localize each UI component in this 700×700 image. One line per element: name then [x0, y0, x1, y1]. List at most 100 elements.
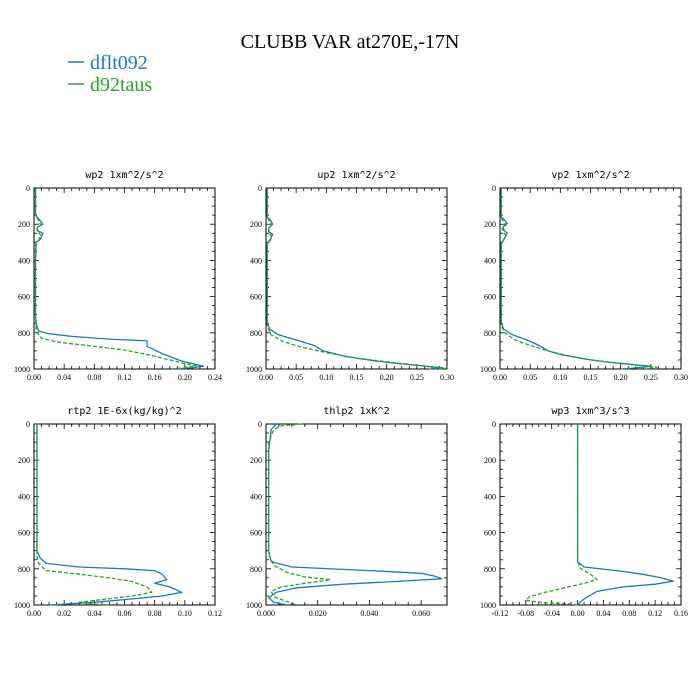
panel-title: thlp2 1xK^2: [323, 406, 389, 417]
y-tick-label: 0: [26, 420, 30, 429]
panel-5: wp3 1xm^3/s^3 -0.12 -0.08 -0.04 0.00 0.04 0.08…: [480, 406, 688, 618]
x-tick-label: 0.040: [360, 609, 378, 618]
x-tick-label: 0.12: [648, 609, 662, 618]
series-line-dflt092: [500, 188, 652, 370]
panel-3: rtp2 1E-6x(kg/kg)^2 0.00 0.02 0.04 0.06 0.08 0…: [14, 406, 222, 618]
plot-frame: [499, 423, 682, 606]
y-tick-label: 1000: [246, 601, 262, 610]
y-tick-label: 200: [250, 456, 262, 465]
y-tick-label: 0: [26, 184, 30, 193]
panel-title: up2 1xm^2/s^2: [317, 170, 395, 181]
x-tick-label: 0.16: [148, 373, 162, 382]
x-tick-label: -0.04: [543, 609, 560, 618]
panel-title: rtp2 1E-6x(kg/kg)^2: [67, 406, 181, 417]
x-tick-label: 0.02: [57, 609, 71, 618]
y-tick-label: 800: [484, 565, 496, 574]
plot-frame: [265, 423, 448, 606]
x-tick-label: 0.15: [350, 373, 364, 382]
x-tick-label: 0.12: [118, 373, 132, 382]
y-tick-label: 400: [18, 492, 30, 501]
y-tick-label: 600: [484, 293, 496, 302]
x-tick-label: 0.16: [674, 609, 688, 618]
y-tick-label: 1000: [480, 601, 496, 610]
y-tick-label: 1000: [480, 365, 496, 374]
y-tick-label: 600: [18, 529, 30, 538]
x-tick-label: 0.06: [118, 609, 132, 618]
panels: wp2 1xm^2/s^2 0.00 0.04 0.08 0.12 0.16 0.20 0.2…: [14, 170, 688, 618]
legend-label-dflt092: dflt092: [90, 52, 148, 74]
x-tick-label: 0.25: [644, 373, 658, 382]
y-tick-label: 200: [484, 456, 496, 465]
y-tick-label: 800: [18, 565, 30, 574]
y-tick-label: 1000: [246, 365, 262, 374]
series-line-d92taus: [500, 188, 658, 370]
series-line-d92taus: [267, 423, 332, 606]
x-tick-label: 0.10: [319, 373, 333, 382]
x-tick-label: 0.04: [87, 609, 101, 618]
plot-frame: [499, 187, 682, 370]
x-tick-label: 0.00: [27, 373, 41, 382]
panel-title: wp2 1xm^2/s^2: [85, 170, 163, 181]
x-tick-label: 0.20: [380, 373, 394, 382]
x-tick-label: 0.30: [440, 373, 454, 382]
panel-0: wp2 1xm^2/s^2 0.00 0.04 0.08 0.12 0.16 0.20 0.2…: [14, 170, 222, 382]
x-tick-label: 0.30: [674, 373, 688, 382]
x-tick-label: -0.08: [518, 609, 535, 618]
y-tick-label: 0: [492, 184, 496, 193]
x-tick-label: -0.12: [492, 609, 509, 618]
x-tick-label: 0.05: [289, 373, 303, 382]
panel-2: vp2 1xm^2/s^2 0.00 0.05 0.10 0.15 0.20 0.25 0.3…: [480, 170, 688, 382]
figure-title: CLUBB VAR at270E,-17N: [241, 31, 460, 53]
series-line-dflt092: [267, 423, 443, 606]
x-tick-label: 0.00: [571, 609, 585, 618]
y-tick-label: 800: [250, 329, 262, 338]
y-tick-label: 600: [18, 293, 30, 302]
x-tick-label: 0.20: [178, 373, 192, 382]
panel-title: wp3 1xm^3/s^3: [551, 406, 629, 417]
x-tick-label: 0.08: [87, 373, 101, 382]
x-tick-label: 0.000: [257, 609, 275, 618]
x-tick-label: 0.15: [584, 373, 598, 382]
plot-frame: [265, 187, 448, 370]
series-line-dflt092: [36, 424, 183, 606]
y-tick-label: 800: [250, 565, 262, 574]
legend: dflt092 d92taus: [68, 52, 152, 96]
x-tick-label: 0.08: [148, 609, 162, 618]
x-tick-label: 0.00: [27, 609, 41, 618]
y-tick-label: 800: [18, 329, 30, 338]
series-line-d92taus: [36, 424, 153, 606]
series-line-d92taus: [525, 424, 598, 606]
x-tick-label: 0.10: [553, 373, 567, 382]
series-line-d92taus: [34, 188, 197, 370]
x-tick-label: 0.060: [412, 609, 430, 618]
y-tick-label: 800: [484, 329, 496, 338]
y-tick-label: 200: [18, 220, 30, 229]
series-line-dflt092: [576, 424, 674, 606]
y-tick-label: 1000: [14, 601, 30, 610]
y-tick-label: 400: [250, 256, 262, 265]
y-tick-label: 0: [258, 420, 262, 429]
x-tick-label: 0.04: [596, 609, 610, 618]
x-tick-label: 0.24: [208, 373, 222, 382]
series-line-dflt092: [34, 188, 205, 370]
legend-label-d92taus: d92taus: [90, 74, 152, 96]
y-tick-label: 600: [250, 529, 262, 538]
series-line-dflt092: [266, 188, 442, 370]
y-tick-label: 600: [484, 529, 496, 538]
panel-title: vp2 1xm^2/s^2: [551, 170, 629, 181]
y-tick-label: 1000: [14, 365, 30, 374]
x-tick-label: 0.00: [259, 373, 273, 382]
x-tick-label: 0.12: [208, 609, 222, 618]
y-tick-label: 400: [250, 492, 262, 501]
panel-4: thlp2 1xK^2 0.000 0.020 0.040 0.060 0 200 400 60…: [246, 406, 448, 618]
x-tick-label: 0.05: [523, 373, 537, 382]
y-tick-label: 200: [250, 220, 262, 229]
plot-frame: [33, 423, 216, 606]
x-tick-label: 0.020: [309, 609, 327, 618]
x-tick-label: 0.20: [614, 373, 628, 382]
y-tick-label: 400: [484, 256, 496, 265]
y-tick-label: 600: [250, 293, 262, 302]
y-tick-label: 200: [18, 456, 30, 465]
panel-1: up2 1xm^2/s^2 0.00 0.05 0.10 0.15 0.20 0.25 0.3…: [246, 170, 454, 382]
